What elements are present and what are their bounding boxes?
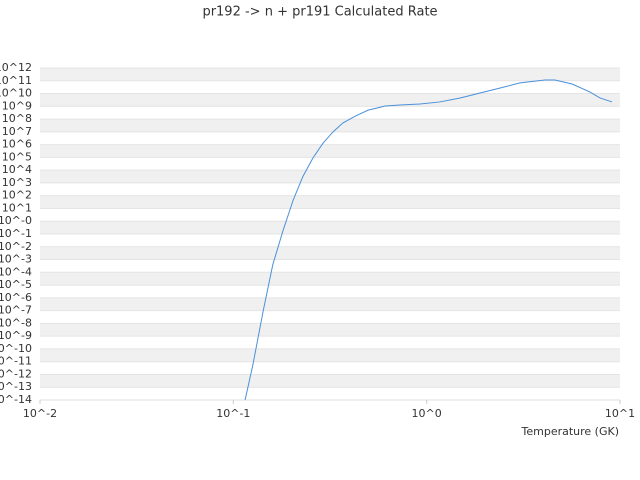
y-tick-label: 10^-2 bbox=[0, 240, 32, 253]
grid-band bbox=[40, 68, 620, 81]
y-tick-label: 10^7 bbox=[2, 125, 32, 138]
y-tick-label: 10^-9 bbox=[0, 329, 32, 342]
y-tick-label: 10^-10 bbox=[0, 342, 32, 355]
x-tick-label: 10^-2 bbox=[23, 407, 57, 420]
grid-band bbox=[40, 272, 620, 286]
y-tick-label: 10^-4 bbox=[0, 265, 32, 278]
x-tick-label: 10^0 bbox=[412, 407, 442, 420]
x-axis-label: Temperature (GK) bbox=[521, 425, 620, 438]
y-tick-label: 10^4 bbox=[2, 163, 32, 176]
y-tick-label: 10^-5 bbox=[0, 278, 32, 291]
chart-title: pr192 -> n + pr191 Calculated Rate bbox=[202, 5, 437, 20]
grid-band bbox=[40, 170, 620, 183]
grid-band bbox=[40, 297, 620, 311]
y-tick-label: 10^5 bbox=[2, 150, 32, 163]
y-tick-label: 10^-12 bbox=[0, 367, 32, 380]
y-tick-label: 10^2 bbox=[2, 189, 32, 202]
y-tick-label: 10^10 bbox=[0, 87, 32, 100]
x-tick-label: 10^-1 bbox=[216, 407, 250, 420]
y-tick-label: 10^-1 bbox=[0, 227, 32, 240]
y-tick-label: 10^-6 bbox=[0, 291, 32, 304]
grid-band bbox=[40, 144, 620, 158]
grid-band bbox=[40, 246, 620, 260]
grid-band bbox=[40, 195, 620, 209]
y-tick-label: 10^-8 bbox=[0, 316, 32, 329]
grid-band bbox=[40, 323, 620, 337]
y-tick-label: 10^6 bbox=[2, 138, 32, 151]
grid-band bbox=[40, 93, 620, 107]
grid-band bbox=[40, 119, 620, 132]
grid-band bbox=[40, 374, 620, 388]
line bbox=[244, 79, 613, 401]
grid-band bbox=[40, 348, 620, 362]
y-tick-label: 10^8 bbox=[2, 112, 32, 125]
y-tick-label: 10^-11 bbox=[0, 355, 32, 368]
grid-band bbox=[40, 221, 620, 234]
y-tick-label: 10^1 bbox=[2, 201, 32, 214]
y-tick-label: 10^3 bbox=[2, 176, 32, 189]
y-tick-label: 10^-7 bbox=[0, 304, 32, 317]
y-tick-label: 10^12 bbox=[0, 61, 32, 74]
x-tick-label: 10^1 bbox=[605, 407, 635, 420]
y-tick-label: 10^-3 bbox=[0, 253, 32, 266]
y-tick-label: 10^-0 bbox=[0, 214, 32, 227]
y-tick-label: 10^9 bbox=[2, 99, 32, 112]
y-tick-label: 10^-13 bbox=[0, 380, 32, 393]
y-tick-label: 10^11 bbox=[0, 74, 32, 87]
y-tick-label: 10^-14 bbox=[0, 393, 32, 406]
